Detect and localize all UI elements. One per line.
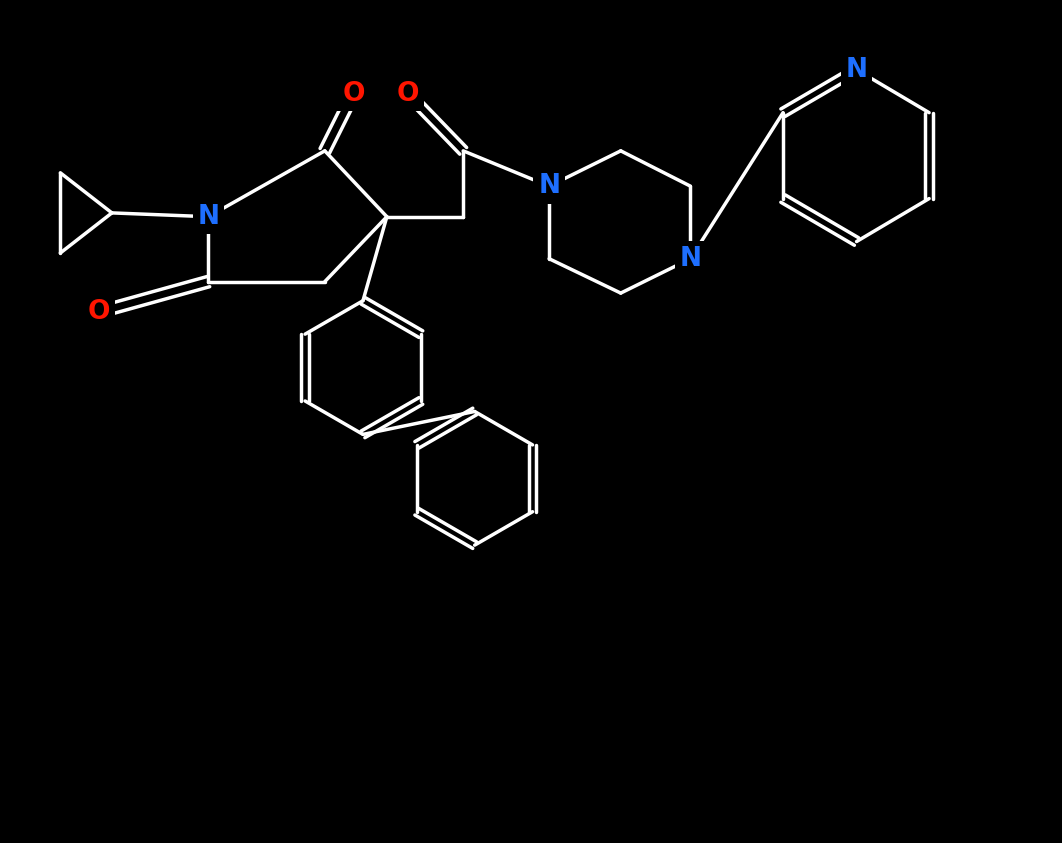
Text: O: O <box>87 299 109 325</box>
Text: N: N <box>680 245 701 271</box>
Text: N: N <box>845 56 868 83</box>
Text: O: O <box>396 81 419 106</box>
Text: N: N <box>538 173 560 199</box>
Text: N: N <box>198 204 220 229</box>
Text: O: O <box>342 81 364 106</box>
